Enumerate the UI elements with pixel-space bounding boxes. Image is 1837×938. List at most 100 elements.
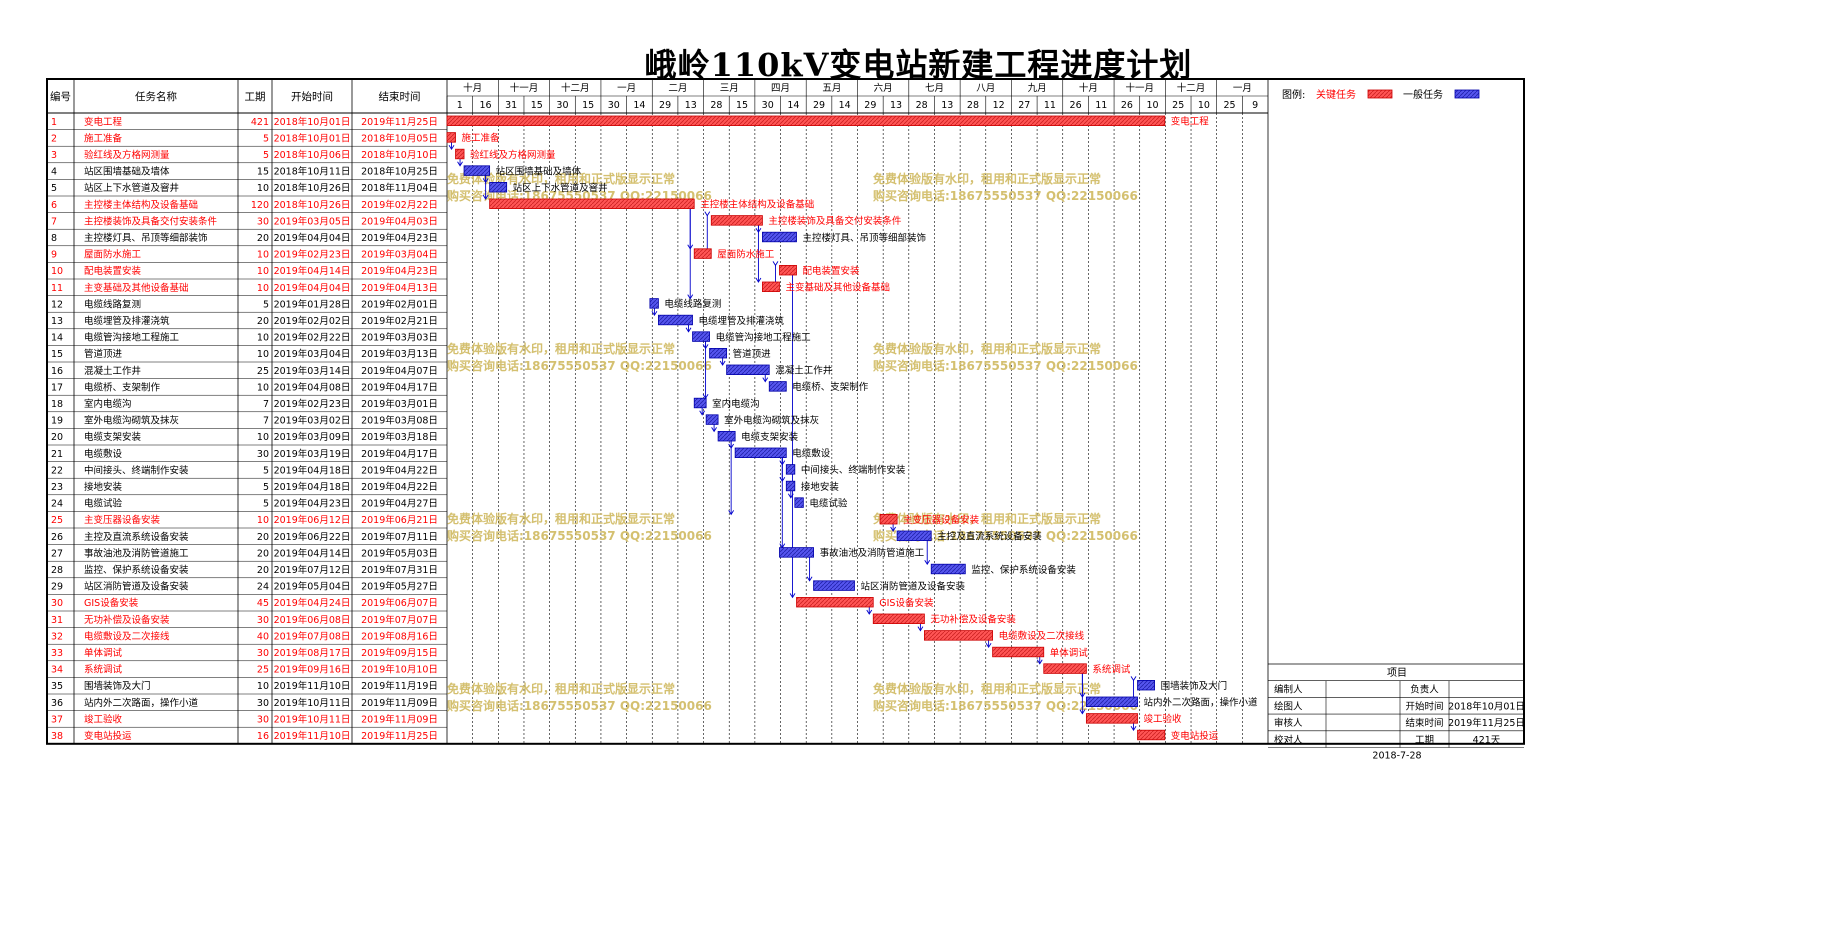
task-bar-label: 系统调试 xyxy=(1092,663,1131,675)
dependency-arrow xyxy=(985,642,992,649)
task-bar xyxy=(992,646,1045,658)
task-id: 1 xyxy=(51,117,57,128)
task-start: 2018年10月06日 xyxy=(274,149,351,161)
timeline-tick-label: 30 xyxy=(608,100,620,111)
task-start: 2019年04月24日 xyxy=(274,597,351,609)
task-start: 2018年10月26日 xyxy=(274,199,351,211)
task-end: 2019年11月25日 xyxy=(361,730,438,742)
dependency-arrow xyxy=(719,360,726,366)
task-id: 15 xyxy=(51,349,63,360)
task-bar-label: 事故油池及消防管道施工 xyxy=(820,547,925,559)
task-start: 2019年03月02日 xyxy=(274,415,351,427)
task-name: 电缆敷设 xyxy=(84,448,123,460)
info-key: 绘图人 xyxy=(1274,700,1303,712)
task-name: 变电工程 xyxy=(84,116,123,128)
task-name: 主变压器设备安装 xyxy=(84,514,161,526)
task-end: 2019年03月04日 xyxy=(361,249,438,261)
dependency-arrow xyxy=(728,510,735,516)
task-id: 36 xyxy=(51,698,63,709)
task-duration: 20 xyxy=(257,233,269,244)
timeline-month-label: 六月 xyxy=(874,82,893,94)
task-end: 2019年04月17日 xyxy=(361,448,438,460)
task-start: 2019年04月08日 xyxy=(274,381,351,393)
watermark-text: 购买咨询电话:18675550537 QQ:22150066 xyxy=(873,698,1138,713)
task-start: 2019年03月19日 xyxy=(274,448,351,460)
task-name: 屋面防水施工 xyxy=(84,249,142,261)
task-duration: 10 xyxy=(257,349,269,360)
timeline-month-label: 三月 xyxy=(720,83,739,94)
task-name: 变电站投运 xyxy=(84,730,132,742)
watermark-text: 购买咨询电话:18675550537 QQ:22150066 xyxy=(447,698,712,713)
task-bar xyxy=(455,148,465,160)
task-bar xyxy=(879,514,898,525)
task-name: 竣工验收 xyxy=(84,713,123,725)
task-bar-label: 站区消防管道及设备安装 xyxy=(860,580,965,592)
task-name: 站区消防管道及设备安装 xyxy=(84,581,189,593)
task-start: 2019年03月04日 xyxy=(274,348,351,360)
watermark-text: 免费体验版有水印，租用和正式版显示正常 xyxy=(873,171,1101,186)
task-bar xyxy=(446,132,456,143)
task-duration: 10 xyxy=(257,283,269,294)
legend-normal-label: 一般任务 xyxy=(1403,88,1443,101)
task-start: 2019年11月10日 xyxy=(274,680,351,692)
task-end: 2019年04月23日 xyxy=(361,232,438,244)
timeline-tick-label: 30 xyxy=(556,100,568,111)
timeline-tick-label: 30 xyxy=(762,100,774,111)
task-bar-label: 主控楼装饰及具备交付安装条件 xyxy=(768,215,902,227)
task-bar-label: 无功补偿及设备安装 xyxy=(930,614,1016,626)
timeline-tick-label: 12 xyxy=(993,100,1005,111)
task-bar-label: 电缆桥、支架制作 xyxy=(792,381,869,393)
task-start: 2019年03月14日 xyxy=(274,365,351,377)
task-bar-label: 主控及直流系统设备安装 xyxy=(937,531,1042,543)
info-key: 校对人 xyxy=(1274,734,1303,746)
task-bar-label: 中间接头、终端制作安装 xyxy=(801,464,906,476)
timeline-month-label: 十二月 xyxy=(561,82,590,94)
task-end: 2019年04月23日 xyxy=(361,265,438,277)
task-start: 2018年10月26日 xyxy=(274,182,351,194)
task-bar xyxy=(489,198,695,210)
task-bar-label: 主控楼主体结构及设备基础 xyxy=(700,199,814,211)
task-end: 2019年04月13日 xyxy=(361,282,438,294)
dependency-arrow xyxy=(704,211,711,217)
timeline-month-label: 十月 xyxy=(463,82,482,94)
task-bar-label: GIS设备安装 xyxy=(879,597,934,609)
task-end: 2019年03月18日 xyxy=(361,431,438,443)
task-id: 21 xyxy=(51,449,63,460)
task-end: 2019年04月22日 xyxy=(361,464,438,476)
task-end: 2019年11月25日 xyxy=(361,116,438,128)
task-bar xyxy=(726,364,770,376)
task-id: 13 xyxy=(51,316,63,327)
task-bar xyxy=(794,497,804,508)
timeline-month-label: 十二月 xyxy=(1177,82,1206,94)
watermark-text: 免费体验版有水印，租用和正式版显示正常 xyxy=(873,511,1101,526)
task-duration: 10 xyxy=(257,432,269,443)
timeline-tick-label: 10 xyxy=(1147,100,1159,111)
task-duration: 10 xyxy=(257,333,269,344)
task-end: 2019年04月17日 xyxy=(361,381,438,393)
task-start: 2019年04月18日 xyxy=(274,481,351,493)
task-end: 2019年03月03日 xyxy=(361,332,438,344)
timeline-tick-label: 15 xyxy=(736,100,748,111)
task-id: 14 xyxy=(51,333,63,344)
task-bar xyxy=(692,331,710,342)
task-start: 2019年03月05日 xyxy=(274,215,351,227)
task-bar xyxy=(446,115,1166,127)
task-id: 27 xyxy=(51,548,63,559)
dependency-arrow xyxy=(711,427,717,433)
task-end: 2019年09月15日 xyxy=(361,647,438,659)
task-bar-label: 混凝土工作井 xyxy=(775,365,832,377)
task-end: 2019年11月09日 xyxy=(361,713,438,725)
task-name: 电缆管沟接地工程施工 xyxy=(84,332,180,344)
task-end: 2019年03月13日 xyxy=(361,348,438,360)
watermark-text: 购买咨询电话:18675550537 QQ:22150066 xyxy=(447,528,712,543)
task-id: 18 xyxy=(51,399,63,410)
timeline-tick-label: 25 xyxy=(1223,100,1235,111)
task-bar-label: 监控、保护系统设备安装 xyxy=(971,564,1076,576)
task-duration: 20 xyxy=(257,316,269,327)
task-bar xyxy=(872,613,925,625)
task-start: 2019年06月08日 xyxy=(274,614,351,626)
timeline-tick-label: 16 xyxy=(479,100,491,111)
task-bar xyxy=(649,298,659,309)
dependency-arrow xyxy=(685,327,692,333)
task-bar-label: 主控楼灯具、吊顶等细部装饰 xyxy=(803,232,927,244)
